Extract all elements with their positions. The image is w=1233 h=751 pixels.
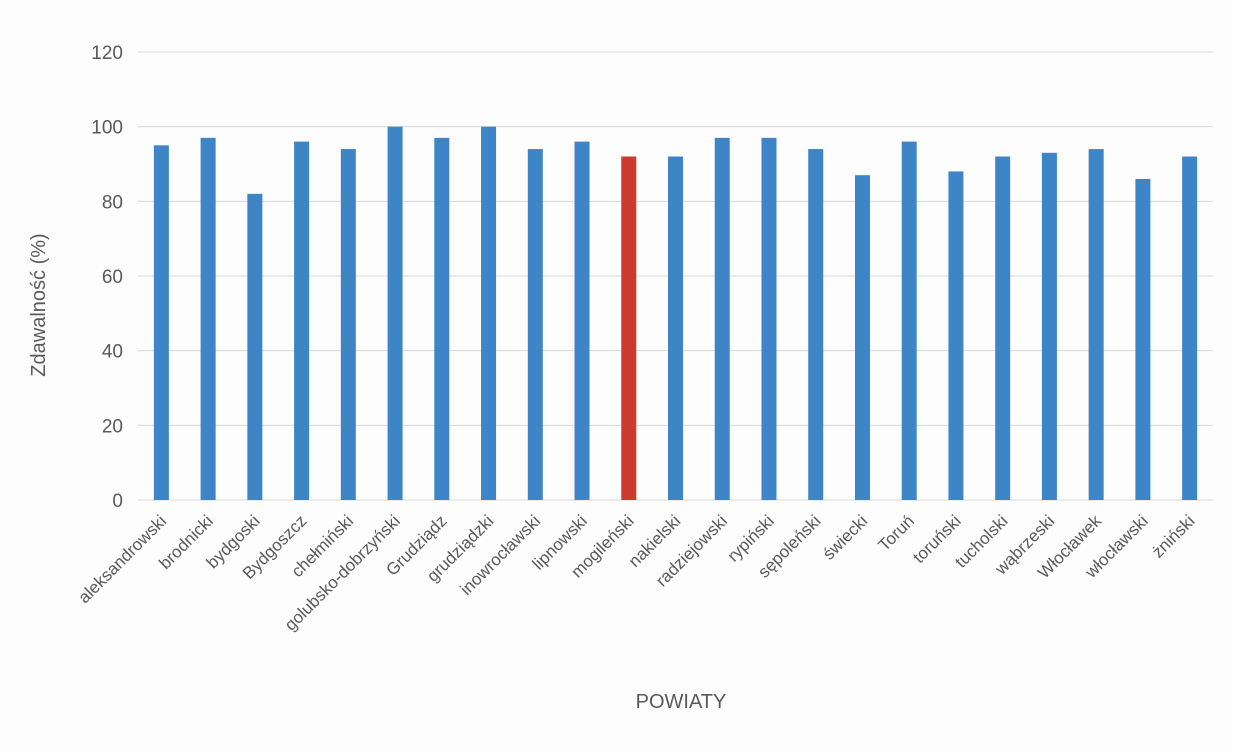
y-axis-title: Zdawalność (%) bbox=[28, 233, 50, 376]
bar-inowrocławski bbox=[527, 149, 543, 501]
bar-sępoleński bbox=[808, 149, 824, 501]
bar-grudziądzki bbox=[481, 126, 497, 501]
x-tick-label: Toruń bbox=[875, 511, 919, 555]
bar-nakielski bbox=[668, 156, 683, 501]
y-tick-label: 120 bbox=[91, 43, 123, 64]
bar-golubsko-dobrzyński bbox=[387, 126, 403, 501]
bar-bydgoski bbox=[247, 193, 263, 500]
bar-tucholski bbox=[995, 156, 1011, 501]
x-axis-ticks: aleksandrowskibrodnickibydgoskiBydgoszcz… bbox=[75, 511, 1199, 634]
bar-Grudziądz bbox=[434, 137, 450, 500]
y-tick-label: 0 bbox=[112, 491, 123, 512]
bar-świecki bbox=[854, 175, 870, 500]
y-tick-label: 20 bbox=[102, 416, 123, 437]
bar-wąbrzeski bbox=[1041, 152, 1057, 501]
bar-aleksandrowski bbox=[153, 145, 169, 501]
y-tick-label: 80 bbox=[102, 192, 123, 213]
bar-chełmiński bbox=[340, 149, 356, 501]
bar-żniński bbox=[1182, 156, 1198, 501]
bar-radziejowski bbox=[714, 137, 730, 500]
y-tick-label: 100 bbox=[91, 118, 123, 139]
bar-Bydgoszcz bbox=[294, 141, 310, 500]
bar-brodnicki bbox=[200, 137, 216, 500]
y-tick-label: 40 bbox=[102, 342, 123, 363]
bar-lipnowski bbox=[574, 141, 590, 500]
y-axis-ticks: 0 20 40 60 80 100 120 bbox=[91, 43, 123, 512]
bar-toruński bbox=[948, 171, 964, 500]
x-tick-label: żniński bbox=[1148, 511, 1198, 561]
x-tick-label: świecki bbox=[819, 511, 871, 563]
bar-włocławski bbox=[1135, 178, 1151, 500]
x-axis-title: POWIATY bbox=[636, 691, 727, 713]
bar-Włocławek bbox=[1088, 149, 1104, 501]
bar-Toruń bbox=[901, 141, 917, 500]
bar-mogileński bbox=[621, 156, 637, 501]
y-tick-label: 60 bbox=[102, 267, 123, 288]
bars bbox=[153, 126, 1198, 501]
bar-rypiński bbox=[761, 137, 777, 500]
